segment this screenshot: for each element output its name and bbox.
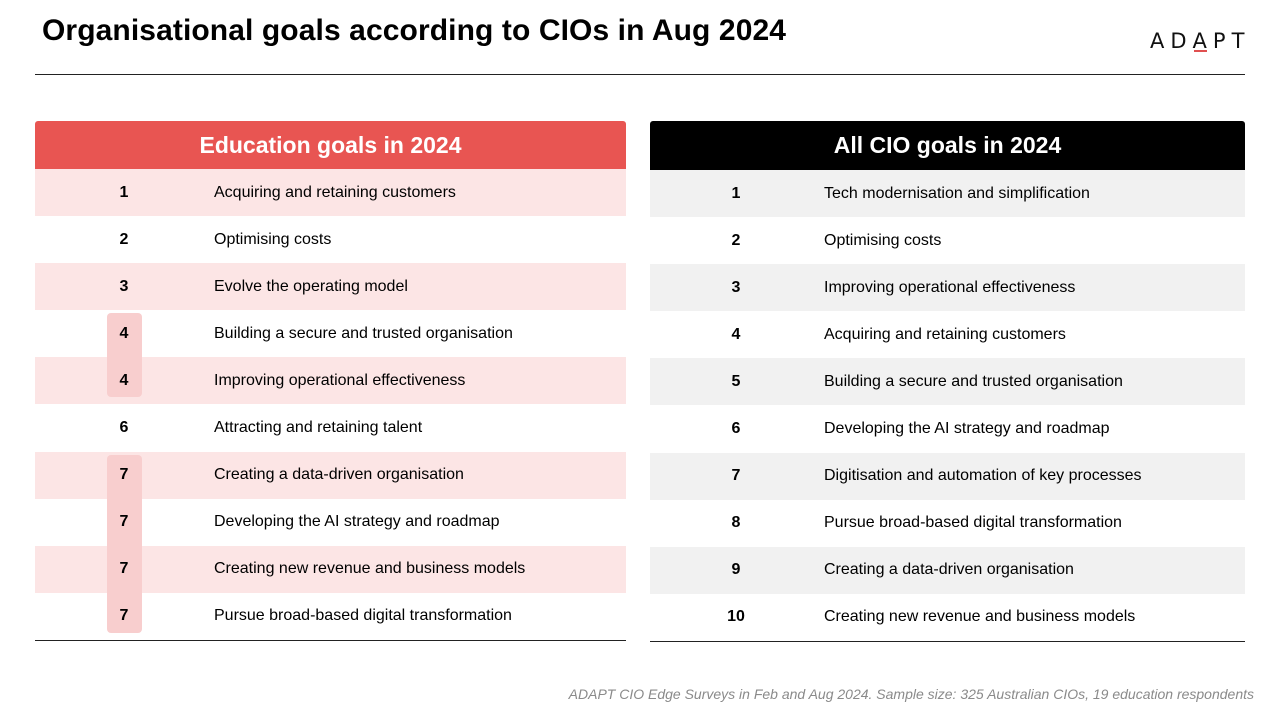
table-row: 10 Creating new revenue and business mod… [650, 594, 1245, 641]
rank-number: 8 [731, 514, 741, 532]
page-title: Organisational goals according to CIOs i… [42, 14, 787, 47]
rank-number: 4 [119, 324, 129, 342]
all-cio-goals-panel: All CIO goals in 2024 1 Tech modernisati… [650, 121, 1245, 642]
rank-number: 2 [731, 231, 741, 249]
table-row: 5 Building a secure and trusted organisa… [650, 358, 1245, 406]
logo-text-left: AD [1150, 29, 1193, 53]
education-goals-list: 1 Acquiring and retaining customers 2 Op… [35, 169, 626, 640]
tie-highlight-rank-4 [107, 313, 142, 397]
table-row: 9 Creating a data-driven organisation [650, 546, 1245, 594]
table-row: 7 Digitisation and automation of key pro… [650, 452, 1245, 500]
rank-number: 7 [731, 467, 741, 485]
goal-text: Tech modernisation and simplification [824, 184, 1090, 202]
goal-text: Digitisation and automation of key proce… [824, 467, 1142, 485]
rank-number: 7 [119, 607, 129, 625]
goal-text: Creating new revenue and business models [824, 608, 1136, 626]
table-row: 8 Pursue broad-based digital transformat… [650, 500, 1245, 547]
rank-number: 7 [119, 466, 129, 484]
goal-text: Building a secure and trusted organisati… [214, 324, 513, 342]
source-footnote: ADAPT CIO Edge Surveys in Feb and Aug 20… [568, 686, 1254, 702]
goal-text: Pursue broad-based digital transformatio… [214, 607, 512, 625]
table-row: 3 Evolve the operating model [35, 263, 626, 311]
table-row: 6 Attracting and retaining talent [35, 404, 626, 451]
logo-text-right: PT [1212, 29, 1251, 53]
panel-bottom-rule [35, 639, 626, 641]
rank-number: 3 [119, 277, 129, 295]
adapt-logo: ADAPT [1150, 29, 1250, 53]
goal-text: Creating new revenue and business models [214, 560, 526, 578]
goal-text: Optimising costs [214, 230, 332, 248]
goal-text: Creating a data-driven organisation [824, 561, 1074, 579]
rank-number: 10 [727, 608, 745, 626]
education-goals-header: Education goals in 2024 [35, 121, 626, 169]
goal-text: Developing the AI strategy and roadmap [824, 420, 1110, 438]
table-row: 1 Tech modernisation and simplification [650, 170, 1245, 218]
goal-text: Acquiring and retaining customers [214, 183, 456, 201]
rank-number: 4 [731, 325, 741, 343]
rank-number: 6 [119, 419, 129, 437]
rank-number: 1 [731, 184, 741, 202]
all-cio-goals-list: 1 Tech modernisation and simplification … [650, 170, 1245, 641]
table-row: 4 Acquiring and retaining customers [650, 311, 1245, 358]
all-cio-goals-header: All CIO goals in 2024 [650, 121, 1245, 170]
table-row: 4 Building a secure and trusted organisa… [35, 310, 626, 357]
goal-text: Attracting and retaining talent [214, 419, 423, 437]
goal-text: Optimising costs [824, 231, 942, 249]
table-row: 6 Developing the AI strategy and roadmap [650, 405, 1245, 452]
table-row: 1 Acquiring and retaining customers [35, 169, 626, 217]
goal-text: Building a secure and trusted organisati… [824, 372, 1123, 390]
table-row: 7 Pursue broad-based digital transformat… [35, 593, 626, 640]
rank-number: 6 [731, 420, 741, 438]
tie-highlight-rank-7 [107, 455, 142, 633]
rank-number: 1 [119, 183, 129, 201]
table-row: 2 Optimising costs [650, 217, 1245, 264]
rank-number: 7 [119, 560, 129, 578]
goal-text: Improving operational effectiveness [214, 371, 466, 389]
goal-text: Pursue broad-based digital transformatio… [824, 514, 1122, 532]
rank-number: 4 [119, 371, 129, 389]
table-row: 7 Developing the AI strategy and roadmap [35, 499, 626, 546]
header-divider [35, 74, 1245, 75]
goal-text: Acquiring and retaining customers [824, 325, 1066, 343]
logo-text-accent: A [1192, 29, 1213, 53]
goal-text: Improving operational effectiveness [824, 278, 1076, 296]
rank-number: 3 [731, 278, 741, 296]
panel-bottom-rule [650, 640, 1245, 642]
rank-number: 7 [119, 513, 129, 531]
rank-number: 9 [731, 561, 741, 579]
rank-number: 5 [731, 372, 741, 390]
goal-text: Creating a data-driven organisation [214, 466, 464, 484]
rank-number: 2 [119, 230, 129, 248]
goal-text: Developing the AI strategy and roadmap [214, 513, 500, 531]
table-row: 3 Improving operational effectiveness [650, 264, 1245, 312]
table-row: 2 Optimising costs [35, 216, 626, 263]
education-goals-panel: Education goals in 2024 1 Acquiring and … [35, 121, 626, 641]
goal-text: Evolve the operating model [214, 277, 408, 295]
